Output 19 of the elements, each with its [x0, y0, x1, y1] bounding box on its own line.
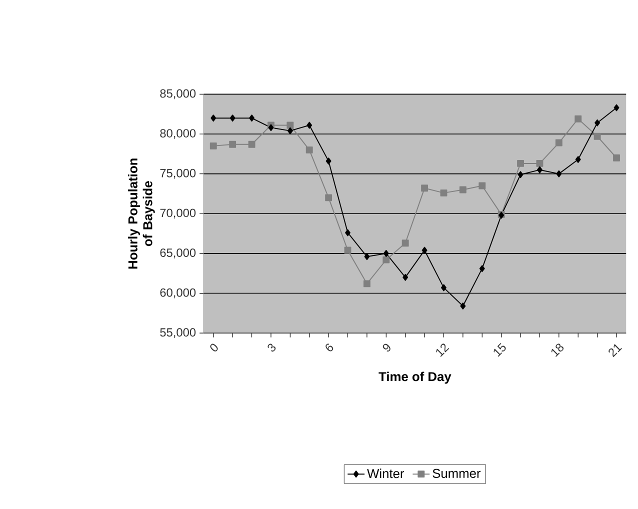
x-tick-label: 12: [436, 344, 450, 358]
x-axis-title: Time of Day: [378, 372, 452, 384]
x-tick-label: 6: [326, 344, 334, 352]
legend-label: Summer: [432, 469, 481, 478]
y-axis-title: Hourly Population of Bayside: [128, 158, 155, 269]
y-tick-label: 85,000: [160, 89, 196, 100]
x-tick-label: 9: [382, 344, 390, 352]
x-tick-label: 0: [210, 344, 218, 352]
x-tick-label: 15: [494, 343, 506, 358]
legend-label: Winter: [367, 468, 404, 478]
x-tick-label: 18: [551, 344, 564, 358]
y-tick-label: 65,000: [160, 248, 196, 259]
y-tick-label: 70,000: [160, 208, 196, 219]
y-tick-label: 55,000: [160, 328, 196, 338]
x-tick-label: 3: [268, 344, 276, 352]
y-tick-label: 60,000: [160, 288, 196, 298]
y-tick-label: 75,000: [160, 169, 196, 179]
y-tick-label: 80,000: [160, 129, 196, 140]
x-tick-label: 21: [608, 344, 622, 358]
